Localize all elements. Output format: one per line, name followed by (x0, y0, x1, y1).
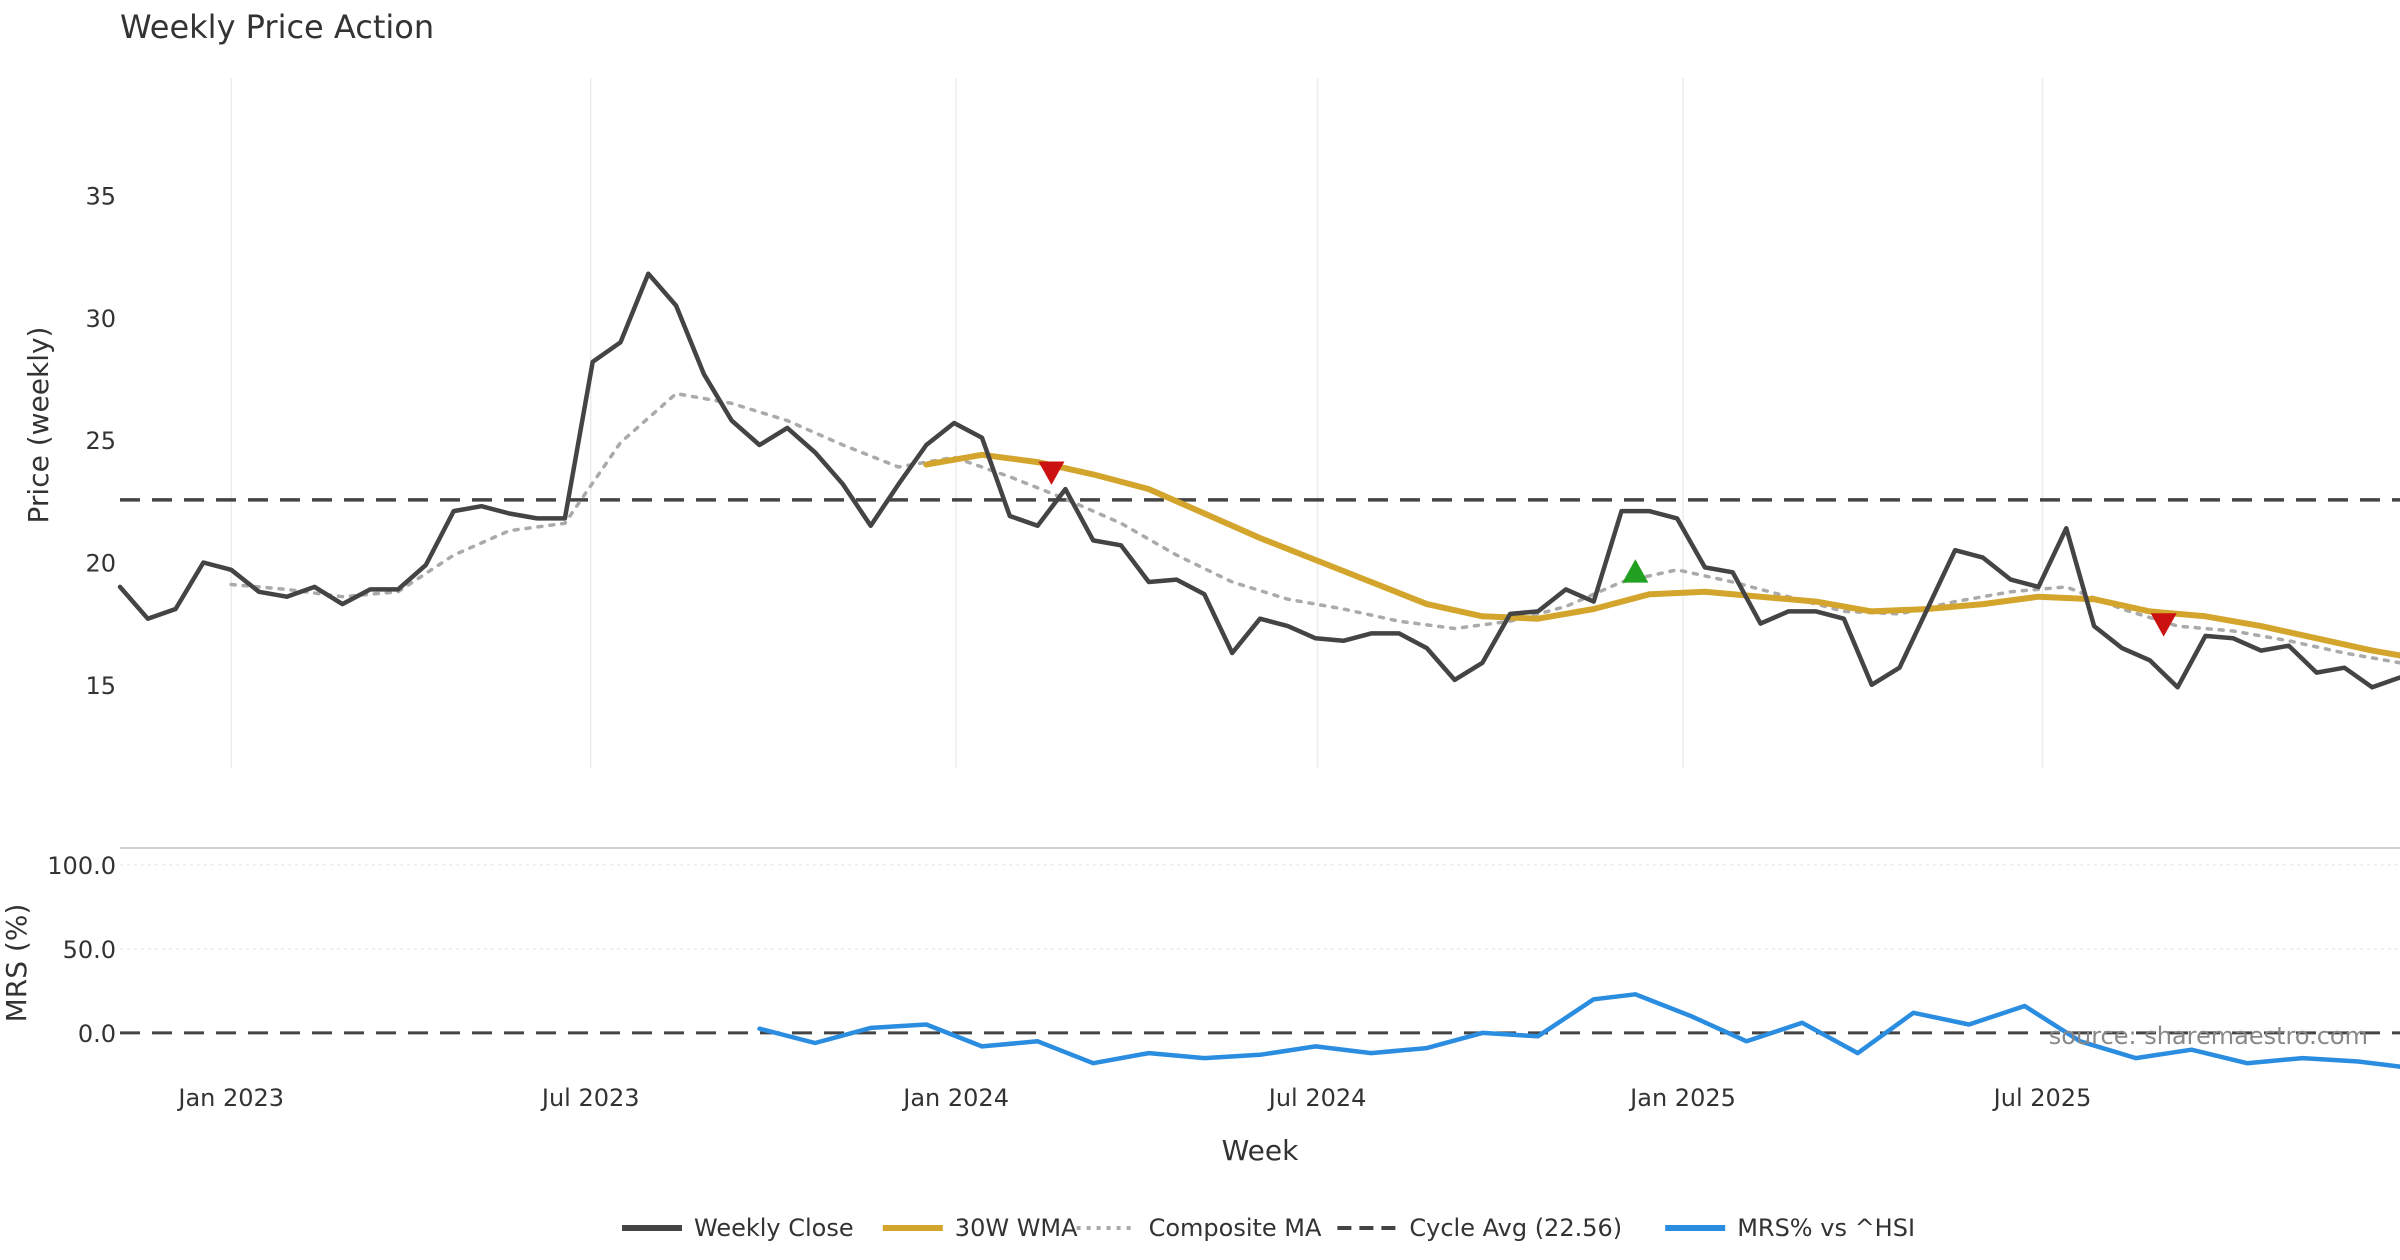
price-y-axis-label: Price (weekly) (22, 327, 55, 524)
x-tick-label: Jan 2023 (176, 1084, 284, 1112)
chart-title: Weekly Price Action (120, 8, 434, 46)
mrs-y-tick-label: 0.0 (78, 1020, 116, 1048)
legend-label-cycle-avg-22-56: Cycle Avg (22.56) (1409, 1214, 1622, 1242)
series-composite-ma-line (229, 391, 2400, 665)
legend-label-30w-wma: 30W WMA (955, 1214, 1078, 1242)
mrs-y-tick-label: 50.0 (63, 936, 116, 964)
series-mrs-vs-hsi-line (757, 992, 2400, 1069)
legend-label-mrs-vs-hsi: MRS% vs ^HSI (1737, 1214, 1915, 1242)
legend-label-composite-ma: Composite MA (1149, 1214, 1322, 1242)
legend-label-weekly-close: Weekly Close (694, 1214, 854, 1242)
price-y-tick-label: 25 (85, 427, 116, 455)
series-weekly-close-line (117, 271, 2400, 690)
x-tick-label: Jul 2024 (1267, 1084, 1367, 1112)
sell-signal-marker (2150, 613, 2177, 637)
x-tick-label: Jan 2025 (1628, 1084, 1736, 1112)
x-axis-label: Week (1222, 1134, 1299, 1167)
source-annotation: source: sharemaestro.com (2049, 1022, 2368, 1050)
sell-signal-marker (1038, 461, 1065, 485)
series-30w-wma-line (923, 451, 2400, 659)
x-tick-label: Jul 2023 (540, 1084, 640, 1112)
legend: Weekly Close 30W WMA Composite MA Cycle Avg… (622, 1214, 1915, 1242)
price-y-tick-label: 35 (85, 182, 116, 210)
x-tick-label: Jul 2025 (1992, 1084, 2092, 1112)
price-y-tick-label: 15 (85, 672, 116, 700)
mrs-panel: 0.0 50.0 100.0 source: sharemaestro.com Jan … (47, 847, 2400, 1112)
mrs-y-tick-label: 100.0 (47, 852, 116, 880)
mrs-y-axis-label: MRS (%) (0, 904, 33, 1023)
price-y-tick-label: 20 (85, 549, 116, 577)
x-tick-label: Jan 2024 (901, 1084, 1009, 1112)
price-y-tick-label: 30 (85, 305, 116, 333)
buy-signal-marker (1622, 559, 1649, 583)
price-panel: 15 20 25 30 35 (85, 78, 2400, 768)
